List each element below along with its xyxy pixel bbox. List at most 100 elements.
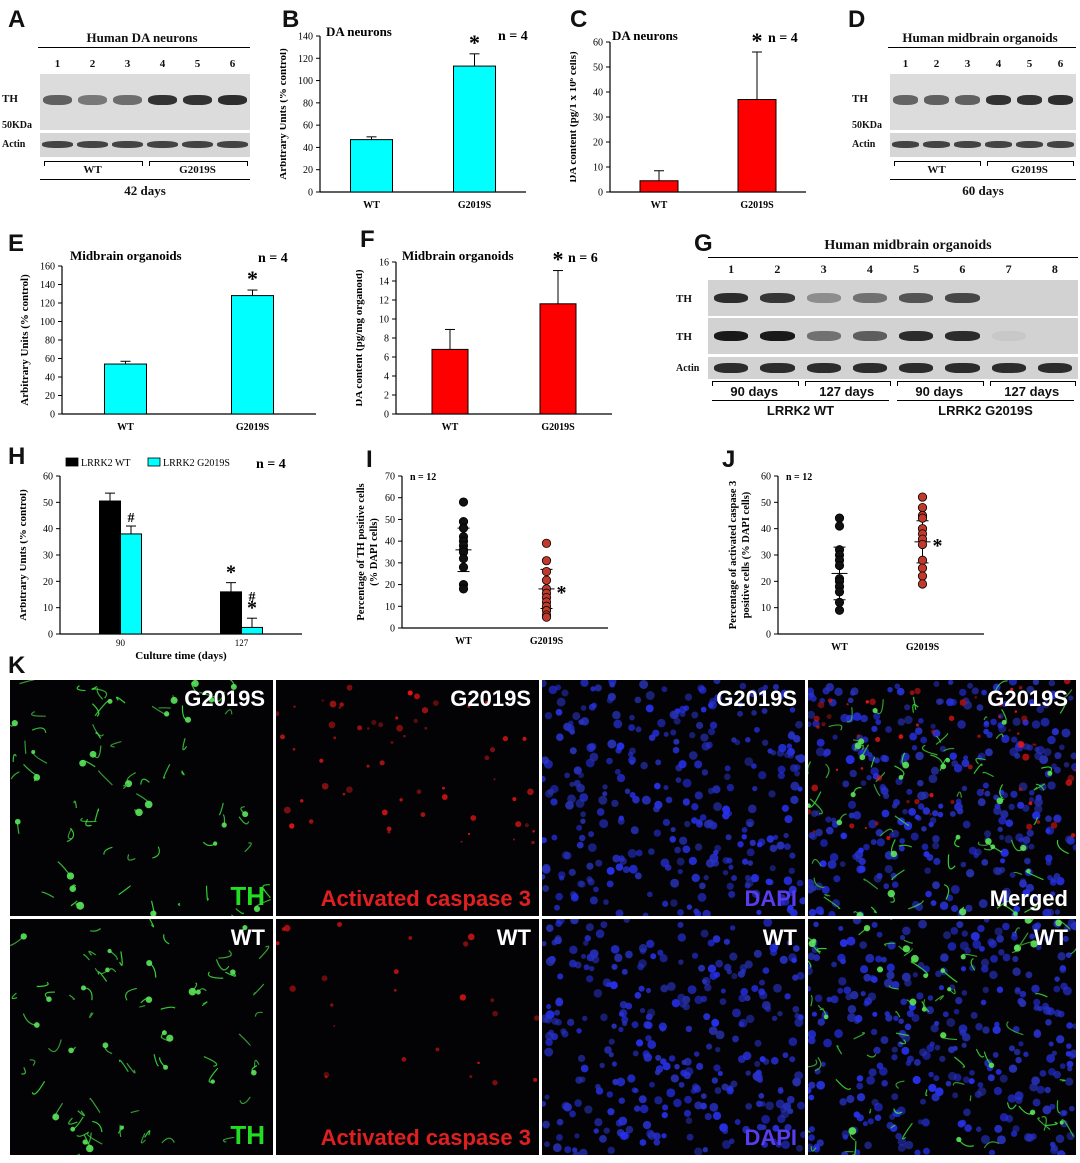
chart-c-xtick-label: WT [651, 200, 668, 211]
blot-g-lane-label: 1 [728, 262, 735, 276]
blot-g-day-bracket [712, 381, 799, 386]
blot-g-band [760, 331, 795, 341]
blot-d-group-bracket [894, 161, 981, 166]
blot-g-strip [708, 280, 1078, 316]
blot-d-group-bracket [987, 161, 1074, 166]
blot-a-th-band [43, 95, 72, 105]
chart-i-point [541, 612, 552, 622]
chart-e-ytick-label: 100 [40, 317, 55, 328]
blot-g-band [945, 363, 980, 373]
chart-h-ytick-label: 10 [43, 603, 53, 614]
chart-h-ytick-label: 30 [43, 551, 53, 562]
micrograph-genotype-label: G2019S [450, 686, 531, 711]
chart-i-point [458, 584, 469, 594]
chart-j-xtick-label: G2019S [906, 642, 940, 653]
chart-h-legend-label: LRRK2 WT [81, 458, 131, 469]
chart-h-legend-swatch [147, 457, 161, 467]
chart-i-ytick-label: 20 [385, 580, 395, 591]
chart-c-title: DA neurons [612, 28, 678, 43]
chart-e-ytick-label: 80 [45, 336, 55, 347]
chart-f-ytick-label: 0 [384, 410, 389, 421]
micrograph-wt-2: WT Activated caspase 3 [276, 919, 539, 1155]
chart-j-ytick-label: 30 [761, 551, 771, 562]
chart-b-significance: * [469, 30, 480, 55]
blot-g-day-bracket [989, 381, 1076, 386]
chart-j-ytick-label: 50 [761, 498, 771, 509]
blot-a-title: Human DA neurons [86, 30, 198, 45]
chart-j-point [834, 605, 845, 615]
chart-f-ytick-label: 12 [379, 296, 389, 307]
bar-chart-c: 0 10 20 30 40 50 60 DA content (pg/1 x 10⁶ cell… [570, 28, 806, 211]
chart-f-significance: * [553, 247, 564, 272]
chart-e-ytick-label: 60 [45, 354, 55, 365]
blot-d-actin-band [923, 141, 950, 148]
blot-d-lane-label: 6 [1057, 58, 1064, 70]
chart-j-ylabel: positive cells (% DAPI cells) [741, 491, 752, 618]
scatter-chart-j: 0 10 20 30 40 50 60 Percentage of activated cas… [728, 472, 984, 653]
chart-b-ytick-label: 120 [298, 54, 313, 65]
chart-h-bar [220, 591, 242, 635]
chart-j-point [834, 597, 845, 607]
blot-a-th-band [218, 95, 247, 105]
chart-b-ytick-label: 20 [303, 165, 313, 176]
blot-g-band [852, 293, 887, 303]
blot-g-group-rule [712, 400, 889, 401]
micrograph-g2019s-1: G2019S TH [10, 680, 273, 916]
chart-j-point [917, 492, 928, 502]
blot-d-actin-strip [890, 133, 1076, 157]
chart-i-point [541, 575, 552, 585]
chart-e-n-label: n = 4 [258, 251, 288, 266]
blot-g-band [760, 363, 795, 373]
micrograph-channel-label: DAPI [744, 1125, 797, 1150]
blot-g-lane-label: 4 [866, 262, 873, 276]
chart-b-ytick-label: 100 [298, 76, 313, 87]
chart-h-bar [241, 626, 263, 635]
chart-h-xtick-label: 127 [235, 638, 249, 648]
chart-c-ytick-label: 0 [598, 188, 603, 199]
western-blot-a: Human DA neurons 1 2 3 4 5 6 TH 50KDa Actin WT G201… [2, 30, 250, 205]
chart-c-ytick-label: 30 [593, 113, 603, 124]
micrograph-wt-1: WT TH [10, 919, 273, 1155]
blot-d-title: Human midbrain organoids [902, 30, 1058, 45]
chart-j-point [917, 563, 928, 573]
chart-i-ytick-label: 30 [385, 558, 395, 569]
chart-h-xtick-label: 90 [116, 638, 126, 648]
chart-j-ylabel: Percentage of activated caspase 3 [728, 481, 739, 630]
chart-b-ytick-label: 140 [298, 32, 313, 43]
blot-g-band [852, 331, 887, 341]
micrograph-g2019s-4: G2019S Merged [808, 680, 1076, 916]
chart-c-ytick-label: 10 [593, 163, 603, 174]
micrograph-genotype-label: G2019S [184, 686, 265, 711]
chart-i-xtick-label: WT [455, 636, 472, 647]
blot-g-lane-label: 3 [820, 262, 827, 276]
blot-d-th-strip [890, 74, 1076, 130]
micrograph-texture [542, 680, 805, 916]
panel-letter-e: E [8, 230, 25, 257]
blot-g-lane-label: 6 [959, 262, 966, 276]
chart-i-ytick-label: 70 [385, 472, 395, 483]
bar-chart-f: 0 2 4 6 8 10 12 14 16 DA content (pg/mg organoid)… [356, 247, 612, 433]
blot-g-group-label: LRRK2 WT [766, 403, 835, 418]
blot-g-lane-label: 7 [1005, 262, 1012, 276]
chart-h-significance: # [249, 590, 256, 605]
micrograph-genotype-label: WT [230, 925, 265, 950]
blot-g-lane-label: 5 [913, 262, 920, 276]
chart-j-point [917, 502, 928, 513]
blot-g-day-label: 127 days [819, 384, 875, 399]
chart-h-ytick-label: 40 [43, 524, 53, 535]
chart-i-point [458, 523, 469, 533]
chart-i-point [541, 538, 552, 548]
blot-g-title: Human midbrain organoids [824, 238, 992, 253]
chart-j-point [917, 579, 928, 589]
chart-h-n-label: n = 4 [256, 457, 286, 472]
blot-g-band [945, 331, 980, 341]
blot-d-footer: 60 days [962, 183, 1004, 198]
chart-h-ytick-label: 50 [43, 498, 53, 509]
chart-j-point [917, 539, 928, 550]
chart-c-significance: * [752, 28, 763, 53]
chart-h-ytick-label: 0 [48, 630, 53, 641]
blot-a-th-band [148, 95, 177, 105]
blot-g-band [852, 363, 887, 373]
blot-g-day-label: 90 days [915, 384, 964, 399]
chart-i-ytick-label: 50 [385, 515, 395, 526]
